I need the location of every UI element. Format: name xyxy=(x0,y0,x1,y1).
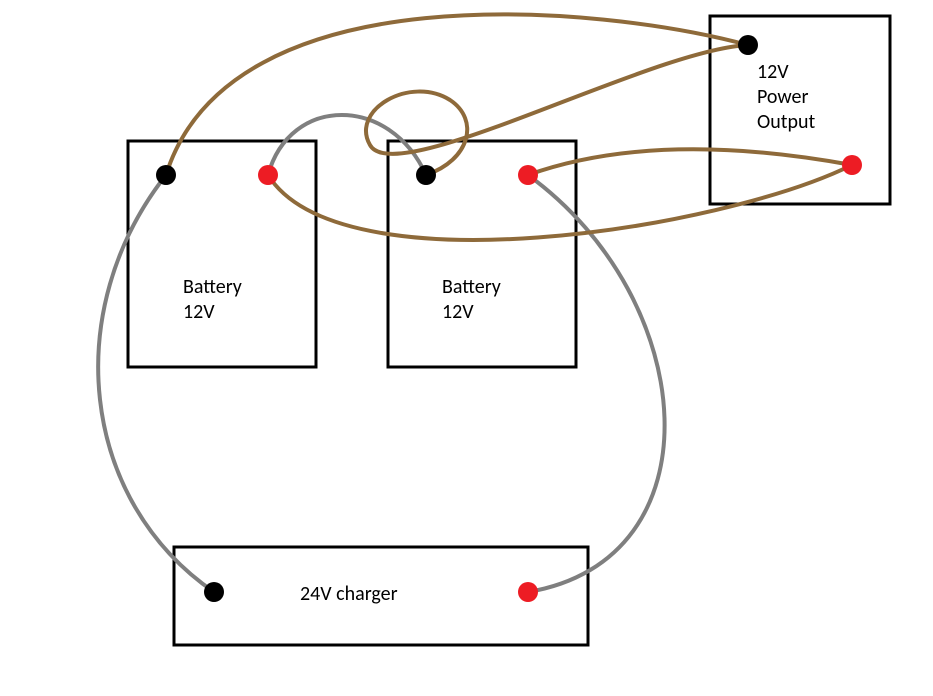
charger-neg-terminal xyxy=(204,582,224,602)
battery-right-pos-terminal xyxy=(518,165,538,185)
battery-left-pos-terminal xyxy=(258,165,278,185)
output-pos-terminal xyxy=(842,155,862,175)
output-neg-terminal xyxy=(738,35,758,55)
charger-label: 24V charger xyxy=(300,582,398,607)
battery-right-label: Battery 12V xyxy=(442,275,501,325)
charger-pos-terminal xyxy=(518,582,538,602)
battery-left-label: Battery 12V xyxy=(183,275,242,325)
power-output-label: 12V Power Output xyxy=(757,60,815,135)
battery-left-neg-terminal xyxy=(156,165,176,185)
battery-right-neg-terminal xyxy=(416,165,436,185)
